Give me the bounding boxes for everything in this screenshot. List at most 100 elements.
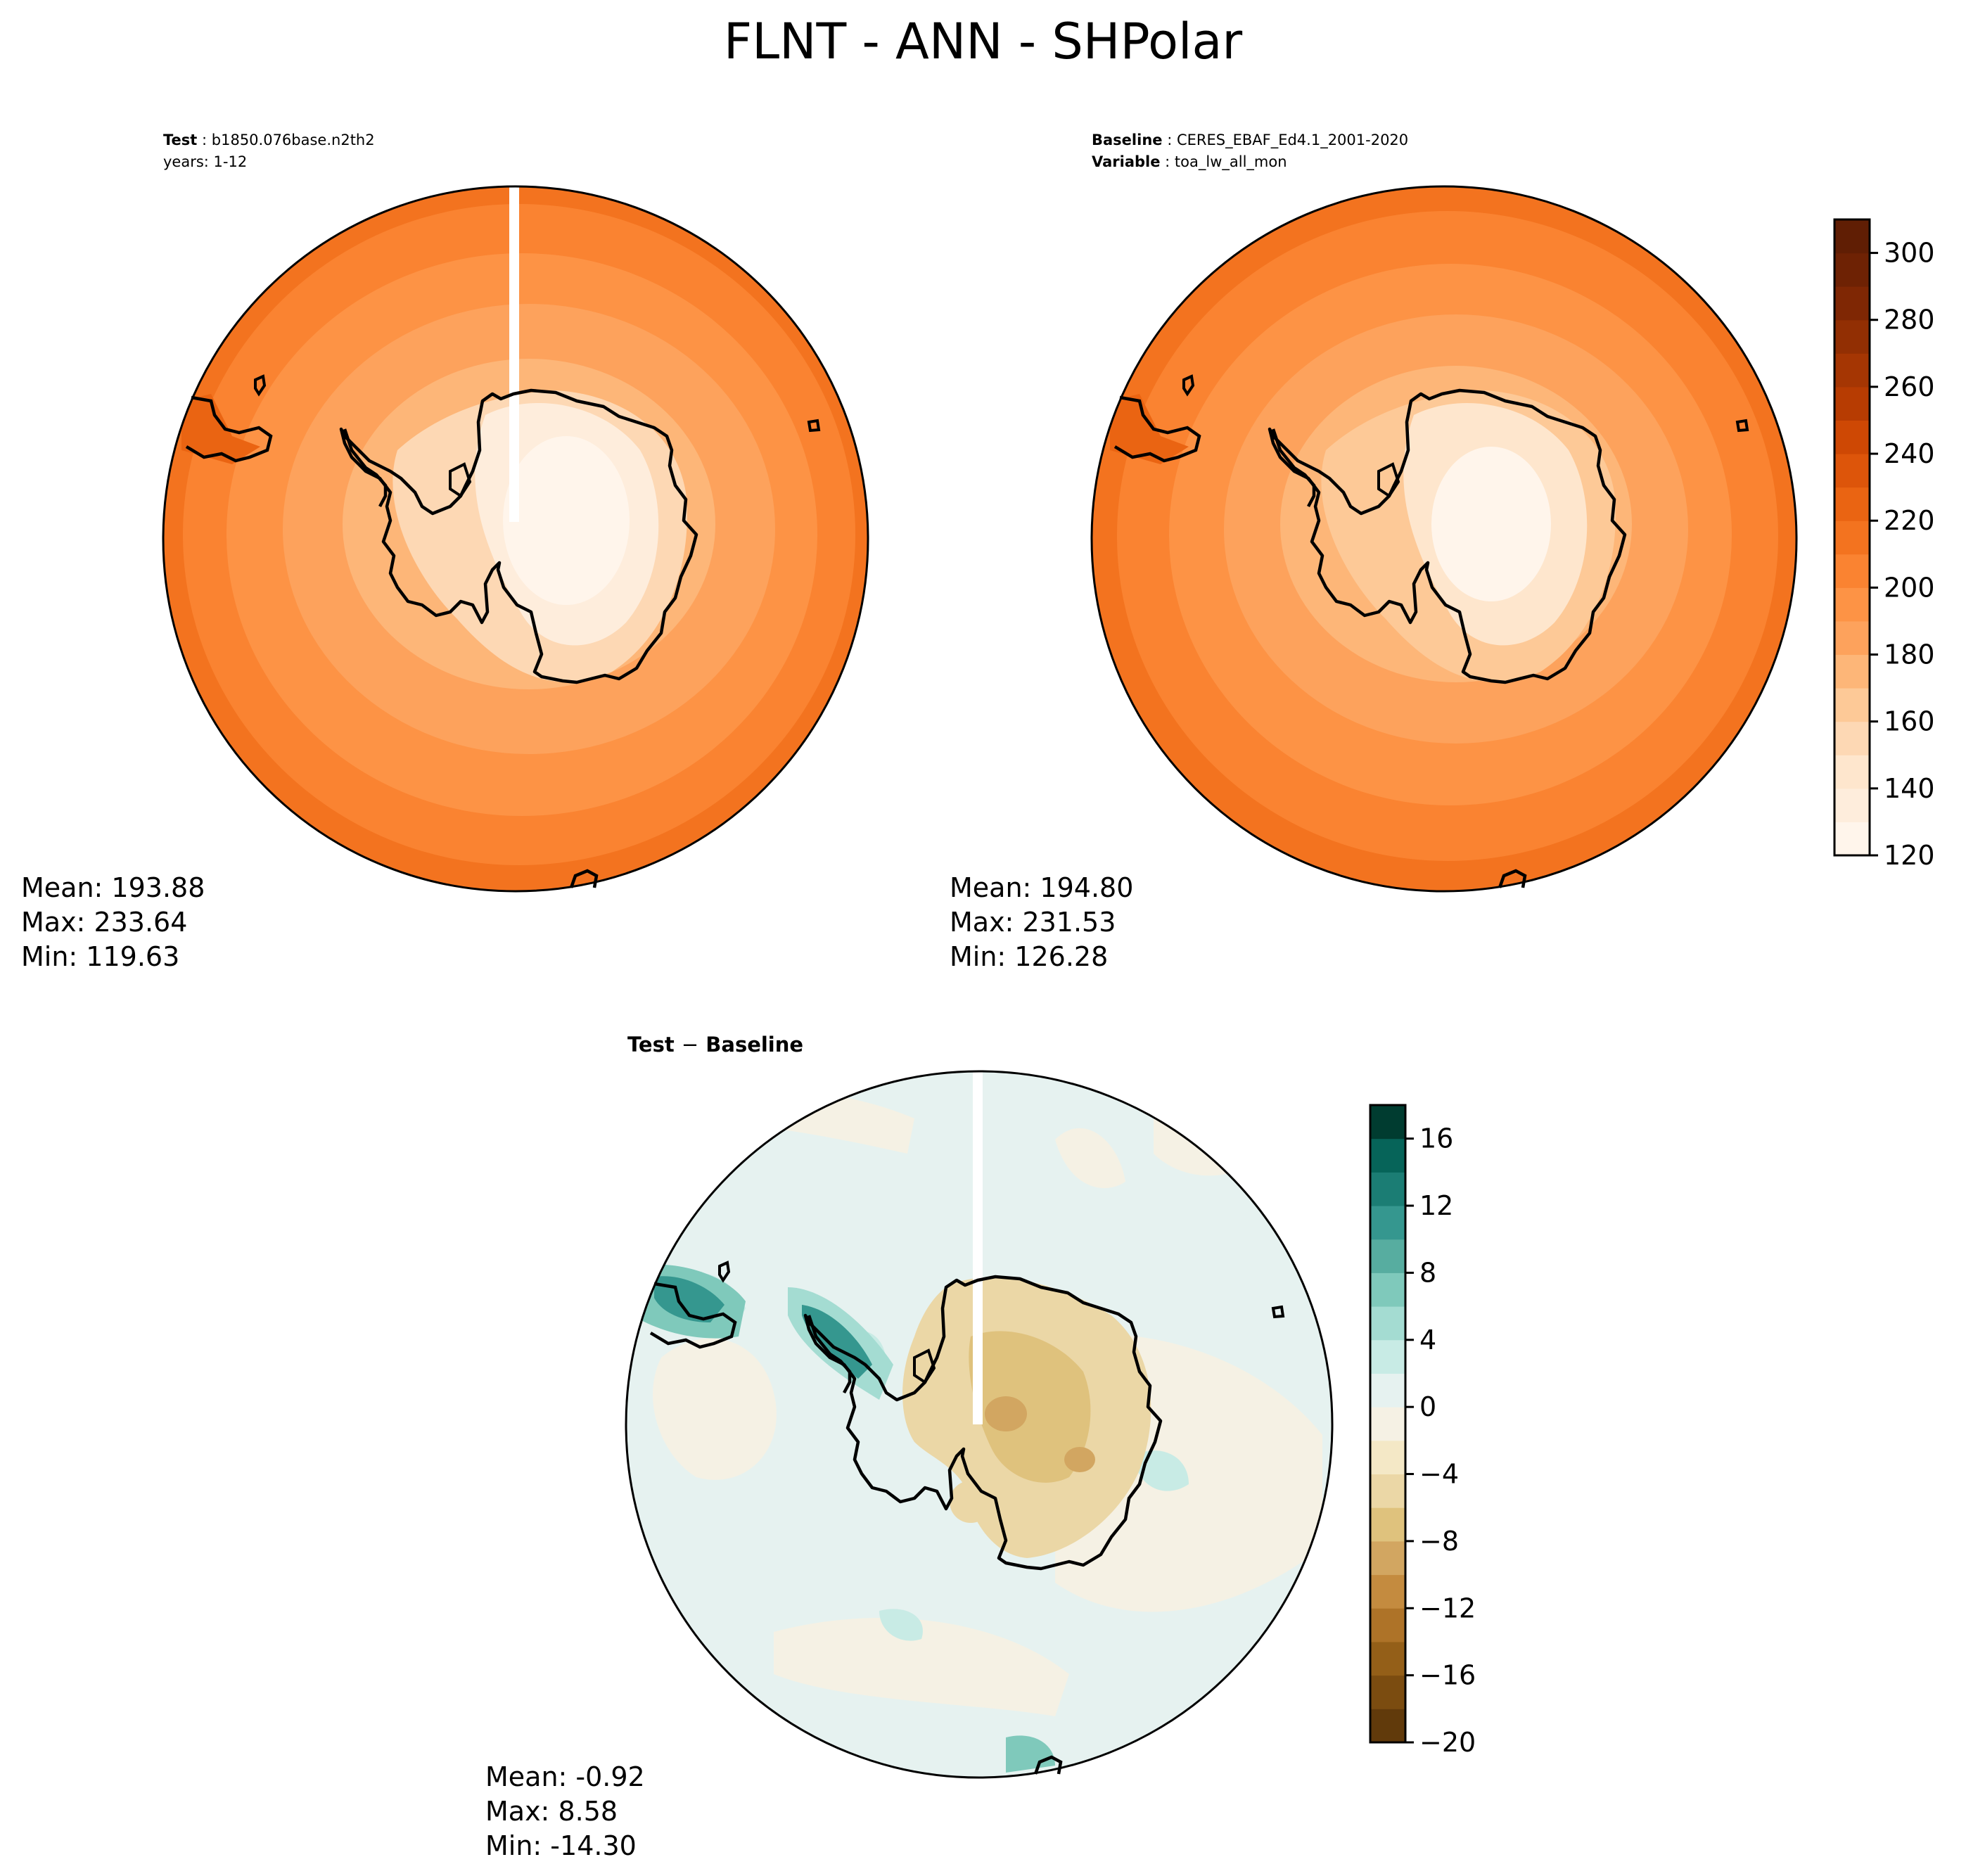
baseline-label-key: Baseline [1092, 132, 1163, 148]
baseline-label-value: CERES_EBAF_Ed4.1_2001-2020 [1176, 132, 1409, 148]
baseline-colorbar-swatch [1834, 319, 1870, 354]
test-info: Test : b1850.076base.n2th2 years: 1-12 [163, 129, 375, 173]
diff-antarctica-coast [803, 1275, 1163, 1571]
baseline-colorbar-swatch [1834, 253, 1870, 287]
diff-map-border [625, 1070, 1334, 1779]
diff-colorbar-swatch [1370, 1339, 1405, 1374]
baseline-colorbar-swatch [1834, 721, 1870, 755]
diff-patch-6 [1055, 1128, 1125, 1189]
diff-colorbar-swatch [1370, 1306, 1405, 1341]
baseline-colorbar-swatch [1834, 688, 1870, 722]
test-field [163, 186, 868, 891]
test-island-east [807, 419, 821, 433]
diff-colorbar-swatch [1370, 1272, 1405, 1307]
baseline-colorbar-tick-label: 140 [1884, 773, 1935, 804]
diff-min: Min: -14.30 [485, 1830, 637, 1861]
diff-colorbar-tick-label: 4 [1419, 1325, 1436, 1355]
baseline-colorbar-swatch [1834, 386, 1870, 421]
baseline-colorbar-swatch [1834, 286, 1870, 321]
baseline-colorbar-tick-label: 200 [1884, 572, 1935, 603]
test-mean: Mean: 193.88 [21, 872, 205, 903]
test-stats: Mean: 193.88 Max: 233.64 Min: 119.63 [21, 871, 205, 974]
diff-falklands [718, 1261, 731, 1283]
baseline-mean: Mean: 194.80 [950, 872, 1134, 903]
baseline-falklands [1182, 374, 1195, 397]
baseline-map [1090, 185, 1798, 893]
diff-title-left: Test [627, 1033, 675, 1057]
baseline-colorbar-swatch [1834, 654, 1870, 689]
baseline-colorbar-swatch [1834, 788, 1870, 822]
baseline-variable-value: toa_lw_all_mon [1174, 153, 1287, 170]
diff-colorbar-tick-label: 12 [1419, 1190, 1453, 1221]
diff-colorbar-tick-label: 8 [1419, 1257, 1436, 1288]
test-years: years: 1-12 [163, 153, 248, 170]
diff-colorbar-swatch [1370, 1206, 1405, 1240]
baseline-ice-shelf [1377, 462, 1400, 498]
baseline-antarctica-coast [1268, 388, 1627, 684]
test-label-value: b1850.076base.n2th2 [211, 132, 375, 148]
diff-patch-4 [774, 1618, 1069, 1716]
baseline-colorbar-swatch [1834, 454, 1870, 488]
baseline-colorbar-swatch [1834, 587, 1870, 622]
baseline-island-south [1498, 869, 1527, 888]
diff-colorbar-swatch [1370, 1507, 1405, 1542]
baseline-colorbar-tick-label: 240 [1884, 438, 1935, 469]
baseline-field [1092, 186, 1796, 891]
diff-colorbar-tick-label: −4 [1419, 1459, 1459, 1490]
test-map-border [162, 185, 869, 893]
baseline-band-patch [1110, 394, 1189, 464]
baseline-band-7 [1431, 447, 1551, 601]
baseline-island-east [1735, 419, 1749, 433]
diff-colorbar-tick-label: 16 [1419, 1123, 1453, 1154]
baseline-colorbar-swatch [1834, 755, 1870, 789]
baseline-peninsula-tip [1271, 428, 1316, 508]
test-falklands [254, 374, 267, 397]
figure-title: FLNT - ANN - SHPolar [723, 13, 1243, 70]
test-max: Max: 233.64 [21, 907, 188, 938]
baseline-colorbar-swatch [1834, 620, 1870, 656]
test-map [162, 185, 869, 893]
diff-colorbar: −20 −16 −12 −8 −4 0 4 8 12 16 [1369, 1104, 1476, 1758]
baseline-min: Min: 126.28 [950, 941, 1109, 972]
test-min: Min: 119.63 [21, 941, 180, 972]
diff-peninsula-tip [807, 1315, 852, 1394]
diff-missing-strip [973, 1071, 983, 1424]
baseline-colorbar-tick-label: 220 [1884, 505, 1935, 536]
test-label-key: Test [163, 132, 198, 148]
baseline-max: Max: 231.53 [950, 907, 1116, 938]
diff-colorbar-swatch [1370, 1474, 1405, 1508]
diff-colorbar-frame [1369, 1104, 1407, 1744]
diff-colorbar-swatch [1370, 1641, 1405, 1676]
baseline-colorbar-swatch [1834, 822, 1870, 856]
diff-colorbar-swatch [1370, 1172, 1405, 1206]
baseline-colorbar-swatch [1834, 521, 1870, 555]
test-antarctica-coast [339, 388, 698, 684]
baseline-info: Baseline : CERES_EBAF_Ed4.1_2001-2020 Va… [1092, 132, 1409, 170]
test-missing-strip [509, 186, 519, 522]
diff-title: Test − Baseline [627, 1033, 803, 1057]
test-south-america [185, 395, 273, 463]
diff-colorbar-swatch [1370, 1239, 1405, 1273]
diff-colorbar-swatch [1370, 1440, 1405, 1475]
baseline-colorbar-swatch [1834, 554, 1870, 588]
baseline-variable-key: Variable [1092, 153, 1161, 170]
diff-colorbar-swatch [1370, 1608, 1405, 1642]
baseline-colorbar: 120 140 160 180 200 220 240 260 280 300 [1833, 218, 1935, 871]
diff-stats: Mean: -0.92 Max: 8.58 Min: -14.30 [485, 1760, 645, 1863]
test-band-patch [181, 394, 260, 464]
diff-colorbar-tick-label: −20 [1419, 1727, 1476, 1758]
test-band-7 [503, 436, 630, 605]
diff-island-east [1271, 1305, 1285, 1319]
diff-patch-15 [802, 1305, 872, 1379]
diff-colorbar-tick-label: 0 [1419, 1391, 1436, 1422]
diff-antarctica-neg-4 [1064, 1447, 1095, 1472]
diff-max: Max: 8.58 [485, 1796, 618, 1827]
diff-antarctica-neg-3 [985, 1396, 1027, 1431]
baseline-map-border [1090, 185, 1798, 893]
diff-patch-10 [879, 1609, 923, 1641]
test-ice-shelf [449, 462, 472, 498]
baseline-colorbar-tick-label: 260 [1884, 371, 1935, 402]
diff-colorbar-tick-label: −8 [1419, 1526, 1459, 1557]
diff-colorbar-swatch [1370, 1675, 1405, 1709]
